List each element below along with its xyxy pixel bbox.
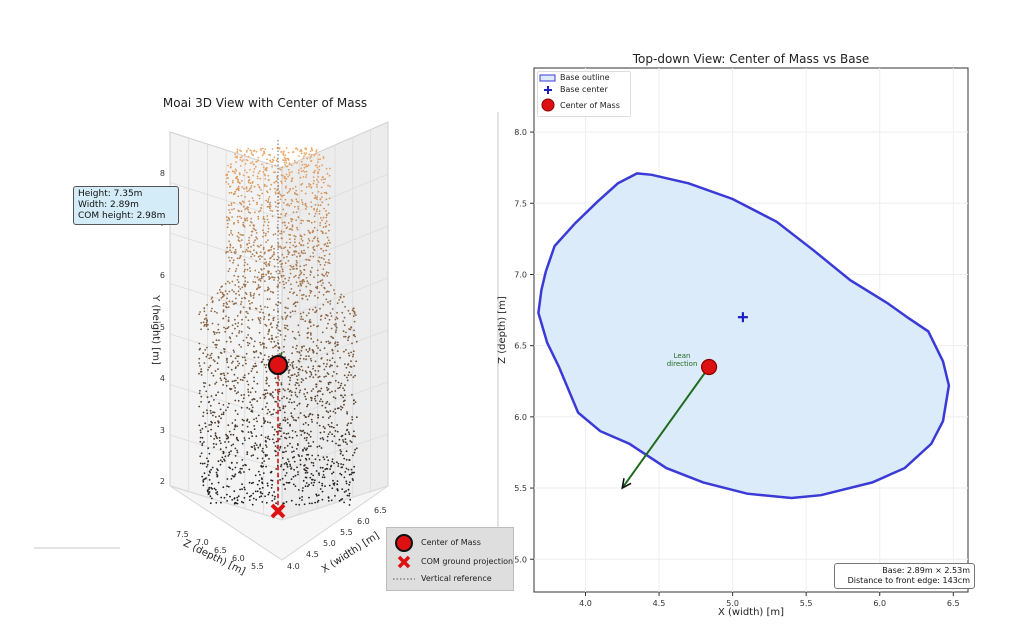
z-tick: 5.5 xyxy=(251,562,264,571)
y-tick-label: 6.0 xyxy=(514,413,527,422)
y-tick: 8 xyxy=(160,169,165,178)
y-tick-label: 6.5 xyxy=(514,342,527,351)
front-edge-distance: Distance to front edge: 143cm xyxy=(847,576,970,585)
legend-projection-marker xyxy=(397,555,411,569)
info-width: Width: 2.89m xyxy=(78,200,139,210)
base-dimensions: Base: 2.89m × 2.53m xyxy=(882,566,970,575)
z-tick: 6.5 xyxy=(214,546,227,555)
x-tick-label: 6.0 xyxy=(873,599,886,608)
y-tick: 3 xyxy=(160,426,165,435)
x-tick: 6.5 xyxy=(374,506,387,515)
x-tick-label: 5.0 xyxy=(726,599,739,608)
legend-projection-label: COM ground projection xyxy=(421,557,514,566)
y-tick-label: 8.0 xyxy=(514,128,527,137)
info-height: Height: 7.35m xyxy=(78,189,143,199)
center-of-mass-3d-marker xyxy=(268,355,288,375)
x-tick-label: 6.5 xyxy=(947,599,960,608)
x-ticks-3d: 4.0 4.5 5.0 5.5 6.0 6.5 xyxy=(287,506,387,571)
z-ticks-3d: 7.5 7.0 6.5 6.0 5.5 xyxy=(176,530,264,571)
x-tick: 5.0 xyxy=(323,539,336,548)
axis-ticks: 4.0 4.5 5.0 5.5 6.0 6.5 5.0 5.5 6.0 6.5 7.0 7.5 8.0 xyxy=(514,128,959,608)
info-com-height: COM height: 2.98m xyxy=(78,211,166,221)
y-tick-label: 7.0 xyxy=(514,270,527,279)
com-ground-projection-marker xyxy=(270,503,286,519)
legend-base-outline-label: Base outline xyxy=(560,73,610,82)
lean-arrow-head xyxy=(621,478,632,490)
lean-direction-arrow xyxy=(621,366,710,489)
y-tick: 4 xyxy=(160,374,165,383)
left-chart-title: Moai 3D View with Center of Mass xyxy=(162,96,368,110)
y-tick-label: 5.0 xyxy=(514,555,527,564)
legend-com-marker xyxy=(541,98,555,112)
y-axis-label-3d: Y (height) [m] xyxy=(150,294,161,365)
legend-3d: Center of Mass COM ground projection Ver… xyxy=(386,527,514,591)
x-tick: 4.5 xyxy=(306,550,319,559)
dimensions-info-box: Height: 7.35m Width: 2.89m COM height: 2… xyxy=(73,186,179,225)
z-tick: 7.0 xyxy=(196,538,209,547)
x-tick: 6.0 xyxy=(357,517,370,526)
legend-top-down: Base outline Base center Center of Mass xyxy=(537,71,631,117)
legend-com-label: Center of Mass xyxy=(560,101,620,110)
right-chart-title: Top-down View: Center of Mass vs Base xyxy=(632,52,870,66)
lean-label-line: Lean xyxy=(674,352,691,360)
point-cloud xyxy=(198,147,358,506)
base-center-marker xyxy=(737,312,748,323)
y-tick-label: 7.5 xyxy=(514,199,527,208)
legend-markers xyxy=(539,74,556,112)
legend-com-marker xyxy=(395,534,413,552)
y-axis-label: Z (depth) [m] xyxy=(497,296,508,364)
x-tick-label: 5.5 xyxy=(800,599,813,608)
legend-com-label: Center of Mass xyxy=(421,538,481,547)
y-tick: 2 xyxy=(160,477,165,486)
y-tick: 6 xyxy=(160,271,165,280)
left-3d-plot: Y (height) [m] X (width) [m] Z (depth) [… xyxy=(34,112,499,578)
lean-label-line: direction xyxy=(667,360,698,368)
base-outline xyxy=(537,172,951,500)
x-tick: 5.5 xyxy=(340,528,353,537)
legend-reference-label: Vertical reference xyxy=(421,574,492,583)
x-tick: 4.0 xyxy=(287,562,300,571)
z-tick: 7.5 xyxy=(176,530,189,539)
z-tick: 6.0 xyxy=(232,554,245,563)
legend-base-center-marker xyxy=(544,86,552,94)
legend-base-outline-swatch xyxy=(539,74,556,82)
center-of-mass-marker xyxy=(700,358,718,376)
base-stats-box: Base: 2.89m × 2.53m Distance to front ed… xyxy=(834,563,975,589)
y-tick-label: 5.5 xyxy=(514,484,527,493)
x-tick-label: 4.5 xyxy=(653,599,666,608)
x-axis-label: X (width) [m] xyxy=(718,607,784,618)
legend-3d-markers xyxy=(393,534,415,580)
x-tick-label: 4.0 xyxy=(579,599,592,608)
y-tick: 5 xyxy=(160,323,165,332)
legend-base-center-label: Base center xyxy=(560,85,608,94)
